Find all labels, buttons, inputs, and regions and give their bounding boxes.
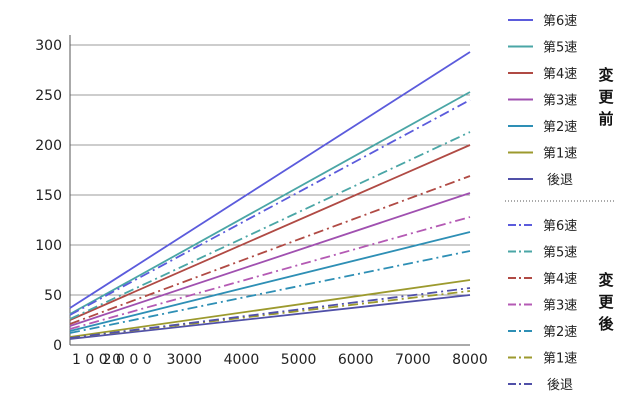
legend-group-label: 前: [598, 110, 613, 128]
legend-label: 後退: [547, 173, 573, 188]
legend-label: 第6速: [543, 14, 577, 29]
legend-label: 第5速: [543, 246, 577, 261]
legend-label: 第1速: [543, 352, 577, 367]
legend-label: 第1速: [543, 147, 577, 162]
x-tick-label: 4000: [224, 352, 260, 368]
x-tick-label: 8000: [452, 352, 488, 368]
y-tick-label: 250: [35, 88, 62, 104]
legend-label: 後退: [547, 378, 573, 393]
series-line-g0-s0: [69, 51, 471, 309]
series-line-g0-s6: [69, 294, 471, 340]
legend-label: 第2速: [543, 120, 577, 135]
y-tick-label: 200: [35, 138, 62, 154]
legend-group-label: 更: [598, 293, 614, 311]
legend-label: 第6速: [543, 219, 577, 234]
series-line-g0-s2: [69, 144, 471, 321]
legend-group-label: 更: [598, 88, 614, 106]
x-tick-label: 5000: [281, 352, 317, 368]
legend-label: 第3速: [543, 299, 577, 314]
legend-group-label: 変: [598, 271, 613, 289]
x-tick-label: 2 0 0 0: [103, 352, 152, 368]
series-line-g0-s1: [69, 91, 471, 315]
y-tick-label: 0: [53, 338, 62, 354]
series-line-g1-s0: [69, 99, 471, 316]
series-line-g1-s4: [69, 250, 471, 334]
series-line-g1-s1: [69, 131, 471, 320]
series-line-g0-s5: [69, 279, 471, 338]
x-tick-label: 3000: [166, 352, 202, 368]
legend-label: 第4速: [543, 67, 577, 82]
y-tick-label: 150: [35, 188, 62, 204]
x-tick-label: 6000: [338, 352, 374, 368]
y-tick-label: 50: [44, 288, 62, 304]
series-line-g1-s3: [69, 216, 471, 330]
legend-label: 第4速: [543, 272, 577, 287]
x-tick-label: 7000: [395, 352, 431, 368]
legend-label: 第2速: [543, 325, 577, 340]
legend-label: 第5速: [543, 41, 577, 56]
legend-group-label: 変: [598, 66, 613, 84]
y-tick-label: 300: [35, 38, 62, 54]
legend-group-label: 後: [597, 315, 614, 333]
series-line-g1-s2: [69, 175, 471, 325]
series-line-g0-s4: [69, 231, 471, 332]
y-tick-label: 100: [35, 238, 62, 254]
legend-label: 第3速: [543, 94, 577, 109]
series-line-g0-s3: [69, 192, 471, 327]
series-line-g1-s6: [69, 287, 471, 339]
x-tick-label: 1 0 0 0: [72, 352, 121, 368]
